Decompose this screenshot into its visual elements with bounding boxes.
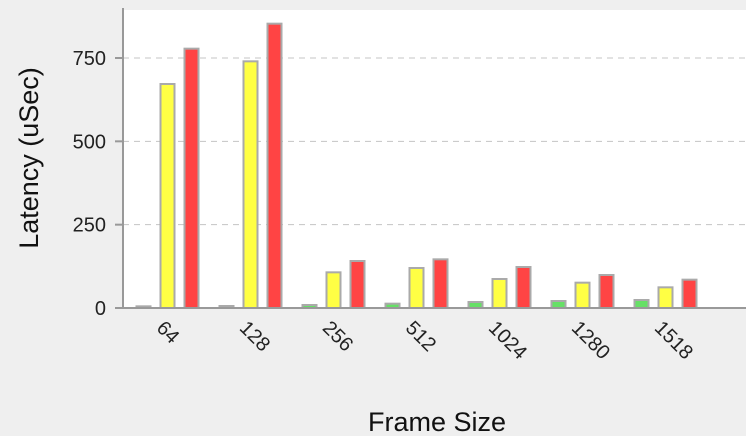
- bar: [183, 47, 200, 310]
- bar: [325, 271, 342, 310]
- plot-area: [123, 10, 746, 308]
- y-tick-label: 750: [73, 48, 106, 70]
- bar: [550, 300, 567, 309]
- x-tick-label: 1024: [484, 317, 531, 364]
- bar: [491, 278, 508, 309]
- x-tick-label: 1280: [567, 317, 614, 364]
- bar: [681, 278, 698, 309]
- x-axis-title: Frame Size: [368, 407, 506, 436]
- x-tick-label: 128: [235, 317, 274, 356]
- bar: [515, 266, 532, 309]
- x-tick-label: 1518: [650, 317, 697, 364]
- x-tick-label: 64: [152, 317, 183, 348]
- bar: [633, 299, 650, 309]
- bar: [349, 260, 366, 309]
- bar: [574, 281, 591, 309]
- y-tick-label: 0: [95, 298, 106, 320]
- bar: [159, 83, 176, 309]
- bar: [266, 22, 283, 310]
- x-tick-label: 256: [318, 317, 357, 356]
- y-tick-label: 500: [73, 131, 106, 153]
- y-tick-label: 250: [73, 215, 106, 237]
- x-tick-label: 512: [401, 317, 440, 356]
- bar: [598, 274, 615, 309]
- bar: [408, 267, 425, 309]
- y-ticks: 0 250 500 750: [73, 48, 123, 320]
- y-axis-title: Latency (uSec): [14, 67, 44, 249]
- bar: [657, 286, 674, 310]
- x-ticks: 64 128 256 512 1024 1280 1518: [152, 317, 697, 364]
- bar: [242, 60, 259, 310]
- gridlines: [123, 57, 746, 226]
- bar: [432, 258, 449, 310]
